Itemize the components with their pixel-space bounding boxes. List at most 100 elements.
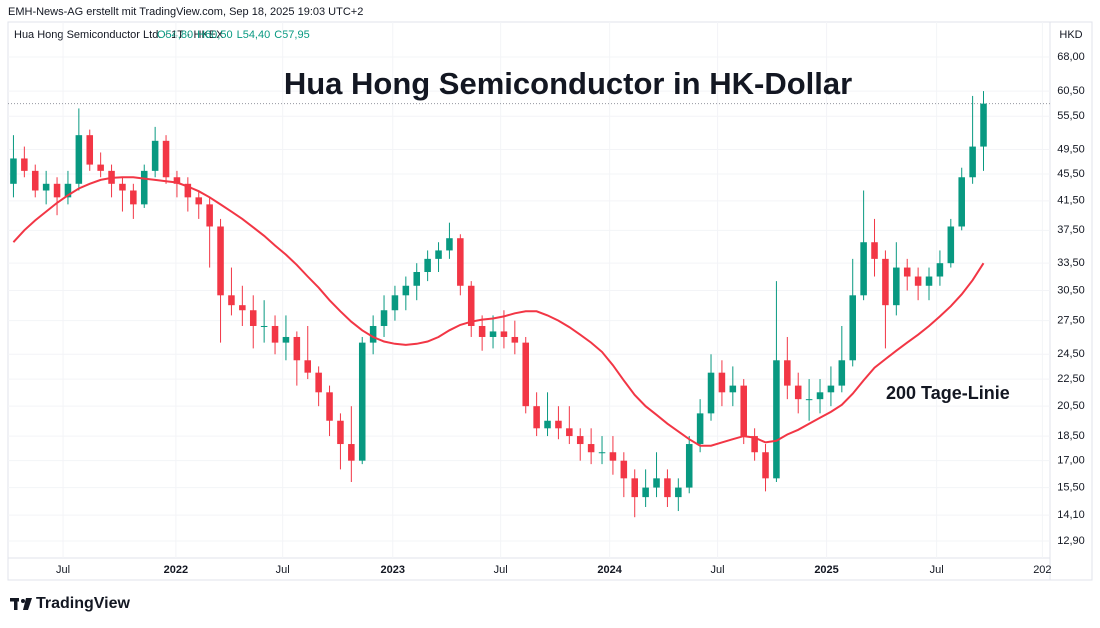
candle-body: [980, 103, 987, 147]
y-tick-label: 27,50: [1057, 315, 1085, 327]
x-tick-label: 2024: [597, 564, 622, 576]
candle-body: [217, 226, 224, 296]
y-tick-label: 14,10: [1057, 509, 1085, 521]
candle-body: [718, 372, 726, 393]
plot: [8, 22, 1050, 558]
logo: TradingView: [36, 595, 131, 612]
x-tick-label: Jul: [930, 564, 944, 576]
candle-body: [42, 183, 50, 191]
candle-body: [566, 428, 573, 437]
candle-body: [675, 487, 682, 498]
candle-body: [729, 385, 737, 393]
candle-body: [707, 372, 715, 414]
candle-body: [151, 140, 159, 171]
candle-body: [827, 385, 835, 393]
candle-body: [533, 406, 540, 429]
candle-body: [685, 444, 693, 488]
candle-body: [838, 360, 846, 386]
y-tick-label: 12,90: [1057, 535, 1085, 547]
candle-body: [522, 342, 529, 407]
candle-body: [358, 342, 366, 461]
x-tick-label: 202: [1033, 564, 1051, 576]
candle-body: [75, 135, 83, 184]
candle-body: [925, 276, 933, 286]
candle-body: [631, 478, 638, 498]
y-tick-label: 33,50: [1057, 257, 1085, 269]
y-tick-label: 15,50: [1057, 481, 1085, 493]
candle-body: [860, 242, 867, 296]
credit: EMH-News-AG erstellt mit TradingView.com…: [8, 6, 363, 18]
candle-body: [882, 258, 889, 306]
candle-body: [173, 177, 181, 184]
candle-body: [958, 177, 965, 227]
quote-value: C57,95: [274, 29, 309, 41]
candle-body: [784, 360, 791, 386]
logo-icon: [10, 598, 32, 610]
y-tick-label: 20,50: [1057, 400, 1085, 412]
candle-body: [282, 336, 290, 343]
candle-body: [21, 158, 28, 171]
candle-body: [162, 140, 170, 178]
candle-body: [97, 164, 104, 171]
candle-body: [511, 336, 519, 343]
candle-body: [751, 436, 758, 453]
candle-body: [478, 325, 486, 337]
moving-average: [12, 176, 985, 447]
candle-body: [696, 413, 704, 445]
y-tick-label: 22,50: [1057, 373, 1085, 385]
candle-body: [794, 385, 802, 400]
candle-body: [195, 197, 203, 205]
candle-body: [31, 170, 39, 191]
candle-body: [446, 238, 453, 251]
candle-body: [380, 310, 388, 326]
quote: O54,80 H60,50 L54,40 C57,95: [157, 29, 310, 41]
candle-body: [293, 336, 301, 361]
candle-body: [86, 135, 94, 165]
candle-body: [348, 444, 355, 461]
candle-body: [642, 487, 649, 498]
candle-body: [893, 267, 900, 306]
x-tick-label: Jul: [276, 564, 290, 576]
y-tick-label: 55,50: [1057, 110, 1085, 122]
candle-body: [664, 478, 671, 498]
candle-body: [544, 420, 551, 429]
candle-body: [773, 360, 780, 479]
candle-body: [260, 325, 268, 327]
candle-body: [424, 258, 431, 273]
candle-body: [871, 242, 878, 259]
candle-body: [130, 190, 137, 205]
quote-value: H60,50: [197, 29, 232, 41]
x-tick-label: 2022: [164, 564, 188, 576]
candle-body: [467, 285, 475, 326]
candle-body: [903, 267, 911, 277]
y-tick-label: 24,50: [1057, 348, 1085, 360]
candle-body: [620, 460, 628, 479]
x-tick-label: Jul: [711, 564, 725, 576]
candle-body: [457, 238, 464, 286]
candle-body: [140, 170, 148, 205]
candle-body: [816, 392, 824, 400]
x-tick-label: 2025: [814, 564, 838, 576]
candle-body: [271, 325, 279, 343]
candle-body: [326, 392, 333, 421]
candle-body: [228, 295, 235, 306]
candle-body: [576, 436, 584, 445]
quote-value: O54,80: [157, 29, 193, 41]
annotation: 200 Tage-Linie: [886, 383, 1010, 403]
y-tick-label: 45,50: [1057, 168, 1085, 180]
y-tick-label: 60,50: [1057, 85, 1085, 97]
candle-body: [304, 360, 312, 373]
y-tick-label: 49,50: [1057, 143, 1085, 155]
candle-body: [10, 158, 17, 184]
x-tick-label: 2023: [381, 564, 405, 576]
candle-body: [489, 331, 497, 337]
candle-body: [969, 146, 976, 178]
candle-body: [740, 385, 747, 437]
candle-body: [119, 183, 126, 191]
candle-body: [413, 272, 421, 286]
chart-frame: [7, 21, 1093, 581]
candle-body: [435, 250, 442, 259]
candle-body: [555, 420, 562, 429]
quote-value: L54,40: [237, 29, 271, 41]
y-tick-label: 37,50: [1057, 224, 1085, 236]
